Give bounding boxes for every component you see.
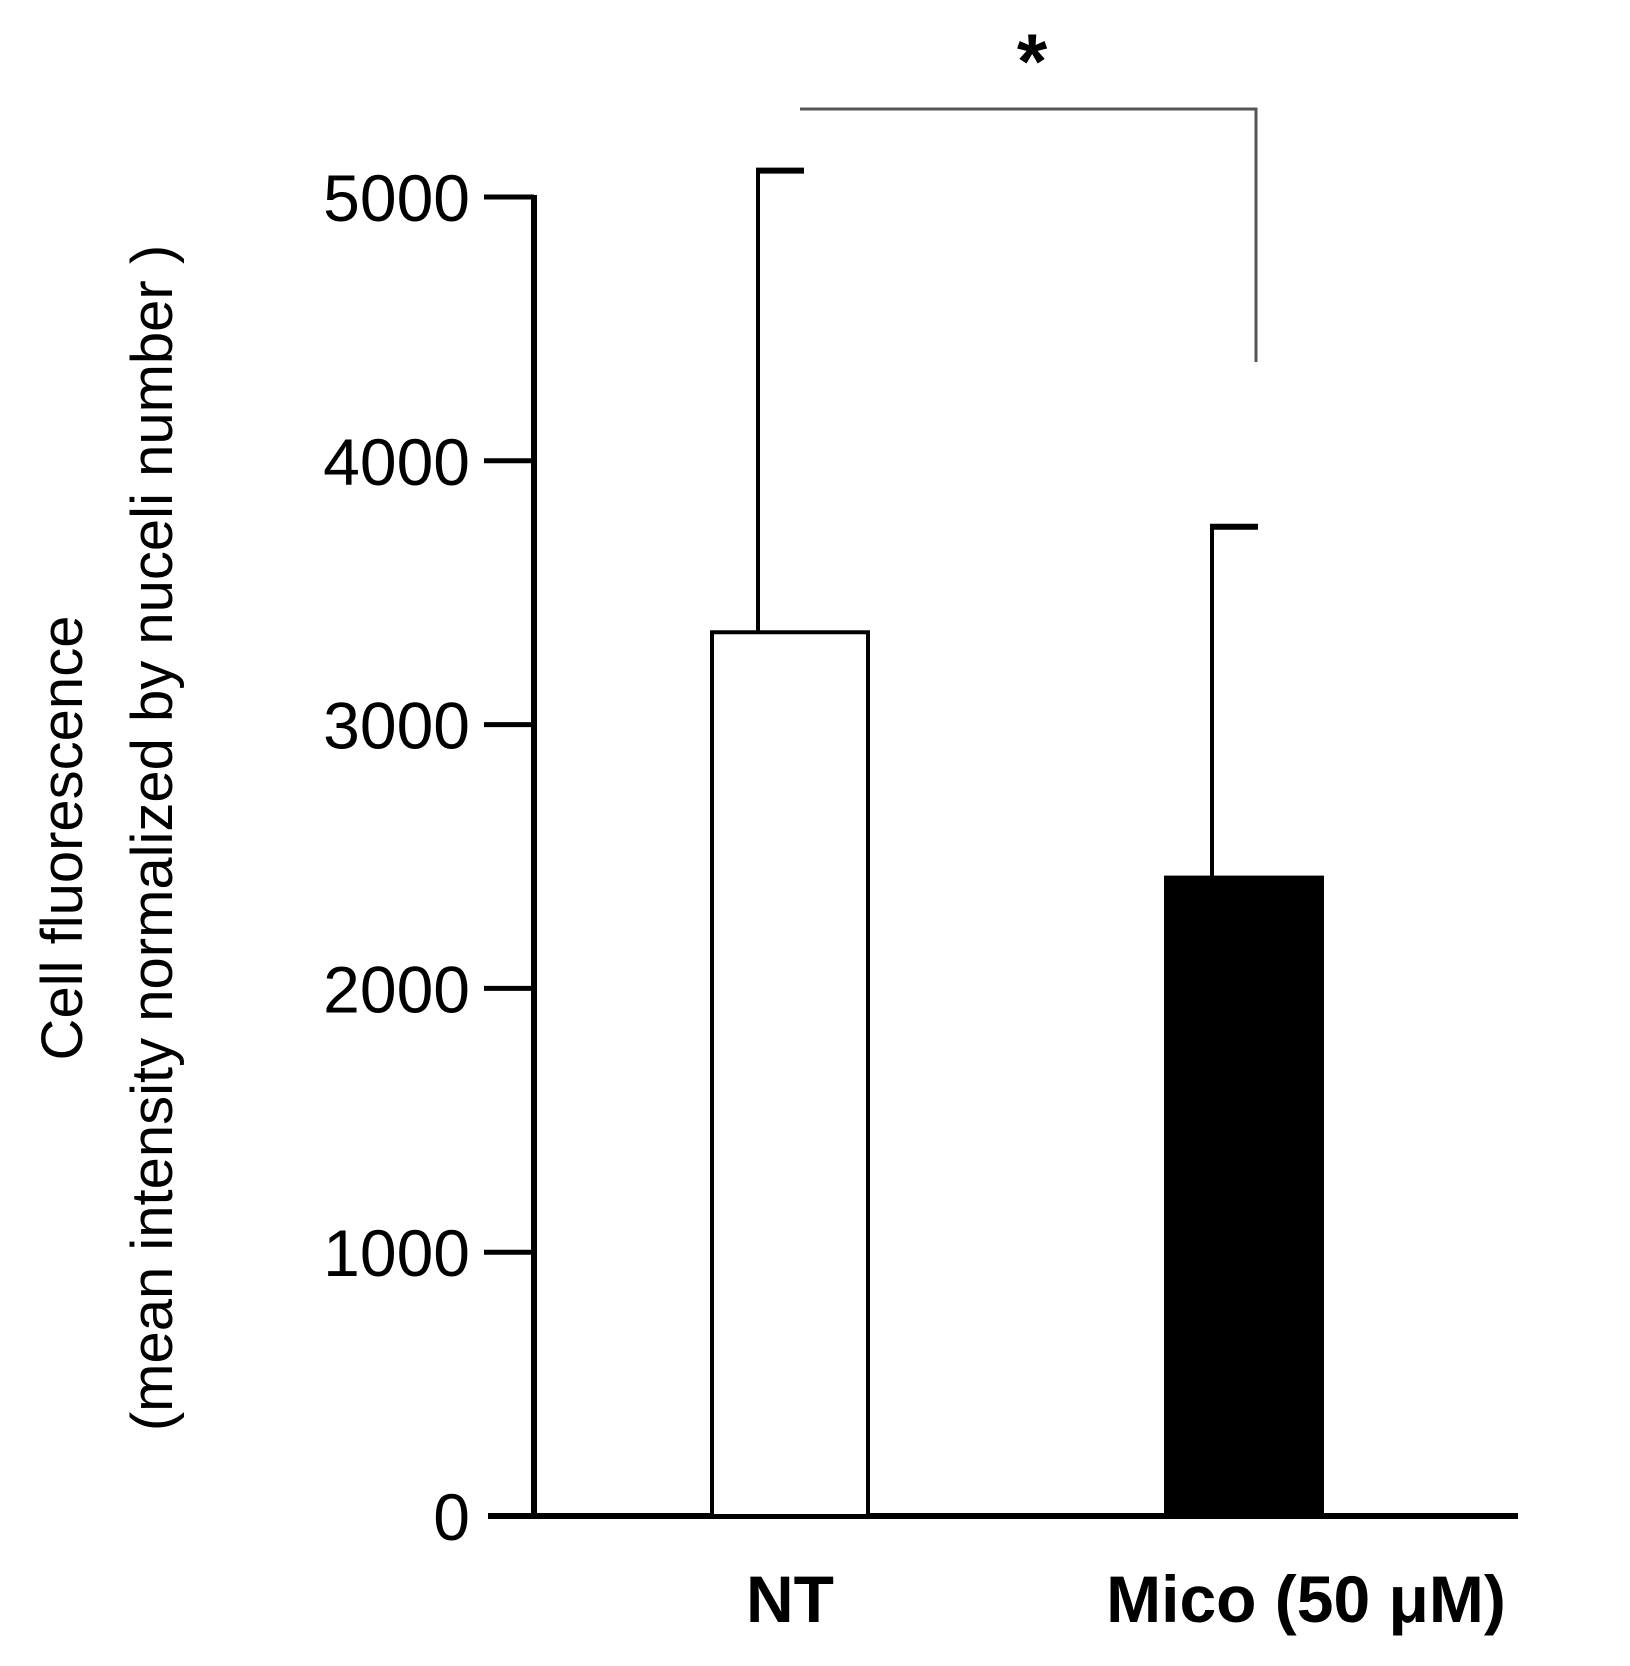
y-axis-title-line2: (mean intensity normalized by nuceli num…	[120, 245, 185, 1431]
y-tick-label: 5000	[323, 161, 470, 235]
significance-star: *	[1017, 17, 1048, 105]
bar-mico	[1164, 875, 1324, 1518]
error-bars	[756, 167, 1258, 878]
y-tick-label: 2000	[323, 952, 470, 1026]
y-tick-label: 3000	[323, 689, 470, 763]
significance-bracket	[800, 107, 1258, 362]
x-tick-label: NT	[746, 1562, 834, 1636]
y-tick-label: 4000	[323, 425, 470, 499]
y-tick-label: 1000	[323, 1216, 470, 1290]
x-tick-labels: NT Mico (50 μM)	[746, 1562, 1506, 1636]
x-tick-label: Mico (50 μM)	[1106, 1562, 1506, 1636]
bars	[710, 630, 1324, 1518]
y-axis-title: Cell fluorescence (mean intensity normal…	[30, 245, 185, 1431]
axes	[488, 195, 1518, 1519]
significance-annotation: *	[800, 17, 1258, 362]
y-tick-label: 0	[433, 1480, 470, 1554]
bar-nt	[710, 630, 870, 1518]
y-ticks: 0 1000 2000 3000 4000 5000	[323, 161, 534, 1554]
y-axis-title-line1: Cell fluorescence	[30, 616, 95, 1061]
